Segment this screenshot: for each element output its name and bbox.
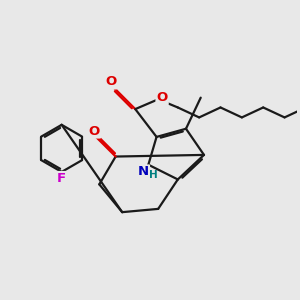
Text: N: N [138,165,149,178]
Text: F: F [57,172,66,185]
Text: O: O [89,124,100,137]
Text: H: H [148,169,157,179]
Text: O: O [105,76,116,88]
Text: O: O [157,91,168,104]
